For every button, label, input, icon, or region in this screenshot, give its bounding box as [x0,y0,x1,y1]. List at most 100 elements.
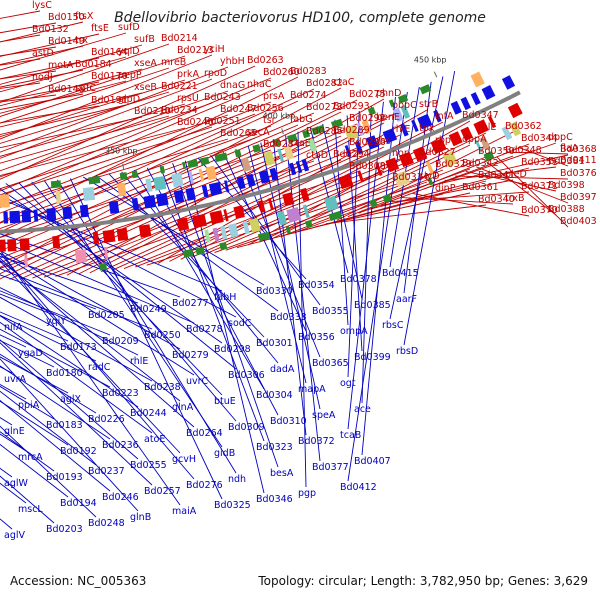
reverse-label-connector [297,131,307,488]
reverse-label-connector [0,257,195,428]
reverse-label-connector [322,123,363,300]
reverse-label-connector [146,167,279,416]
reverse-gene-70 [470,92,481,106]
reverse-gene-label: Bd0248 [88,518,125,529]
outer-cog-mark-30 [328,210,342,222]
forward-gene-label: Bd0170 [91,71,128,82]
reverse-gene-label: aglX [60,394,81,405]
reverse-gene-label: besA [270,468,294,479]
reverse-gene-63 [382,128,398,144]
reverse-gene-label: fabH [214,292,236,303]
forward-label-connector [270,144,471,240]
reverse-gene-label: gidB [214,448,235,459]
reverse-cog-block-40 [0,194,10,208]
forward-gene-40 [19,238,30,251]
reverse-gene-label: nifA [4,322,23,333]
reverse-label-connector [0,249,181,506]
forward-label-connector [0,67,170,124]
forward-gene-62 [448,131,463,147]
forward-gene-label: Bd0327 [419,147,456,158]
reverse-gene-label: ogt [340,378,356,389]
reverse-label-connector [0,239,195,324]
forward-label-connector [0,103,186,157]
forward-gene-label: Bd0150 [48,12,85,23]
forward-gene-label: Bd0210 [134,106,171,117]
forward-gene-label: motA [48,60,74,71]
forward-label-connector [191,145,444,258]
reverse-gene-55 [258,169,271,184]
reverse-gene-41 [46,208,57,221]
scale-tick-mark [433,71,438,78]
scale-tick-label: 400 kbp [263,112,296,121]
forward-label-connector [157,109,428,264]
forward-gene-label: sufD [118,22,140,33]
scale-tick-label: 350 kbp [105,147,138,156]
reverse-gene-label: Bd0236 [102,440,139,451]
reverse-gene-label: Bd0250 [144,330,181,341]
reverse-gene-label: Bd0226 [88,414,125,425]
inner-cog-mark-37 [311,124,325,136]
forward-label-connector [0,65,256,180]
label-connector-lines [0,10,569,530]
forward-label-connector [0,77,272,192]
reverse-gene-label: Bd0378 [340,274,377,285]
accession-text: Accession: NC_005363 [10,574,147,588]
forward-gene-label: ftsE [91,23,109,34]
reverse-gene-label: Bd0194 [60,498,97,509]
forward-gene-label: Bd0191 [91,95,128,106]
forward-gene-label: Bd0340 [478,194,515,205]
reverse-gene-label: rbsC [382,320,404,331]
forward-label-connector [0,160,315,269]
forward-gene-label: Bd0243 [204,92,241,103]
forward-gene-label: Bd0132 [32,24,69,35]
forward-gene-50 [233,205,245,220]
forward-gene-label: xseB [134,82,157,93]
forward-gene-label: fabG [290,114,313,125]
reverse-label-connector [0,321,153,434]
reverse-gene-label: Bd0412 [340,482,377,493]
reverse-label-connector [347,92,408,482]
forward-gene-label: Bd0308 [349,161,386,172]
inner-cog-mark-41 [397,93,409,104]
reverse-label-connector [69,178,223,500]
forward-label-connector [486,161,557,216]
reverse-gene-38 [9,210,21,224]
reverse-label-connector [0,287,139,356]
forward-gene-label: Bd0221 [161,81,198,92]
forward-gene-label: rbp [435,135,451,146]
forward-gene-45 [138,224,152,238]
reverse-cog-block-50 [240,157,252,172]
reverse-gene-43 [79,204,89,218]
forward-gene-label: Bd0289 [333,125,370,136]
forward-label-connector [0,80,127,114]
forward-gene-label: Bd0368 [560,144,597,155]
forward-gene-label: Bd0213 [177,45,214,56]
inner-cog-mark-35 [287,133,298,143]
reverse-cog-block-49 [205,165,217,181]
reverse-gene-label: Bd0309 [228,422,265,433]
reverse-gene-label: Bd0298 [214,344,251,355]
reverse-cog-block-44 [145,178,153,193]
reverse-gene-label: Bd0407 [354,456,391,467]
outer-cog-mark-31 [369,198,378,208]
forward-gene-label: infA [435,111,454,122]
reverse-label-connector [0,255,139,304]
forward-label-connector [0,100,299,238]
reverse-gene-label: Bd0310 [270,416,307,427]
forward-label-connector [347,143,530,218]
forward-cog-block-31 [220,225,228,240]
reverse-label-connector [5,183,237,370]
forward-gene-label: prkA [177,69,199,80]
forward-gene-label: Bd0263 [247,55,284,66]
reverse-cog-block-57 [361,119,372,135]
reverse-gene-label: Bd0325 [214,500,251,511]
reverse-gene-label: Bd0330 [256,286,293,297]
reverse-gene-label: mscL [18,504,43,515]
forward-gene-label: Bd0256 [247,103,284,114]
forward-gene-label: sufB [134,34,155,45]
forward-gene-label: tpx [419,123,435,134]
forward-label-connector [465,171,557,192]
forward-gene-label: Bd0275 [349,89,386,100]
reverse-gene-67 [433,109,442,123]
forward-gene-label: glpD [118,94,140,105]
